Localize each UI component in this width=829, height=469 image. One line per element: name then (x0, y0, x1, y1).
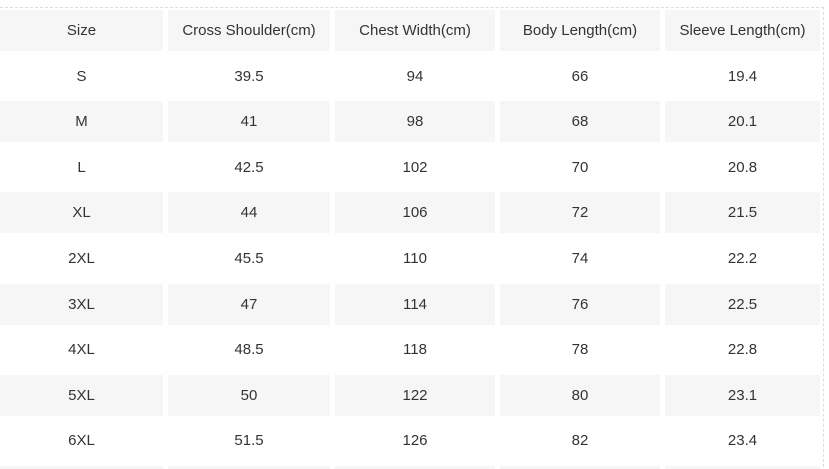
measurement-cell: 23.1 (665, 374, 820, 416)
measurement-cell: 20.8 (665, 146, 820, 188)
measurement-cell: 68 (500, 101, 660, 143)
measurement-cell: 76 (500, 283, 660, 325)
measurement-cell: 80 (500, 374, 660, 416)
measurement-cell: 51.5 (168, 420, 330, 462)
size-cell: L (0, 146, 163, 188)
measurement-cell: 78 (500, 329, 660, 371)
partial-next-row-cell (500, 465, 660, 469)
measurement-cell: 126 (335, 420, 495, 462)
measurement-cell: 48.5 (168, 329, 330, 371)
partial-next-row-cell (335, 465, 495, 469)
size-cell: 5XL (0, 374, 163, 416)
measurement-cell: 42.5 (168, 146, 330, 188)
measurement-cell: 102 (335, 146, 495, 188)
measurement-cell: 22.8 (665, 329, 820, 371)
measurement-cell: 74 (500, 237, 660, 279)
measurement-cell: 66 (500, 55, 660, 97)
measurement-cell: 94 (335, 55, 495, 97)
partial-next-row-cell (168, 465, 330, 469)
size-cell: M (0, 101, 163, 143)
measurement-cell: 21.5 (665, 192, 820, 234)
column-header: Cross Shoulder(cm) (168, 10, 330, 51)
measurement-cell: 22.2 (665, 237, 820, 279)
size-chart: Size Cross Shoulder(cm) Chest Width(cm) Bod… (0, 7, 824, 469)
size-cell: 6XL (0, 420, 163, 462)
measurement-cell: 114 (335, 283, 495, 325)
column-header: Body Length(cm) (500, 10, 660, 51)
measurement-cell: 23.4 (665, 420, 820, 462)
size-cell: 2XL (0, 237, 163, 279)
size-cell: XL (0, 192, 163, 234)
measurement-cell: 122 (335, 374, 495, 416)
column-header: Sleeve Length(cm) (665, 10, 820, 51)
measurement-cell: 41 (168, 101, 330, 143)
measurement-cell: 118 (335, 329, 495, 371)
measurement-cell: 70 (500, 146, 660, 188)
measurement-cell: 22.5 (665, 283, 820, 325)
measurement-cell: 39.5 (168, 55, 330, 97)
measurement-cell: 72 (500, 192, 660, 234)
measurement-cell: 110 (335, 237, 495, 279)
column-header: Size (0, 10, 163, 51)
size-cell: 3XL (0, 283, 163, 325)
measurement-cell: 20.1 (665, 101, 820, 143)
measurement-cell: 45.5 (168, 237, 330, 279)
measurement-cell: 98 (335, 101, 495, 143)
size-chart-table: Size Cross Shoulder(cm) Chest Width(cm) Bod… (0, 10, 820, 469)
measurement-cell: 19.4 (665, 55, 820, 97)
measurement-cell: 82 (500, 420, 660, 462)
size-cell: S (0, 55, 163, 97)
partial-next-row-cell (665, 465, 820, 469)
size-cell: 4XL (0, 329, 163, 371)
partial-next-row-cell (0, 465, 163, 469)
measurement-cell: 50 (168, 374, 330, 416)
measurement-cell: 47 (168, 283, 330, 325)
measurement-cell: 44 (168, 192, 330, 234)
measurement-cell: 106 (335, 192, 495, 234)
column-header: Chest Width(cm) (335, 10, 495, 51)
